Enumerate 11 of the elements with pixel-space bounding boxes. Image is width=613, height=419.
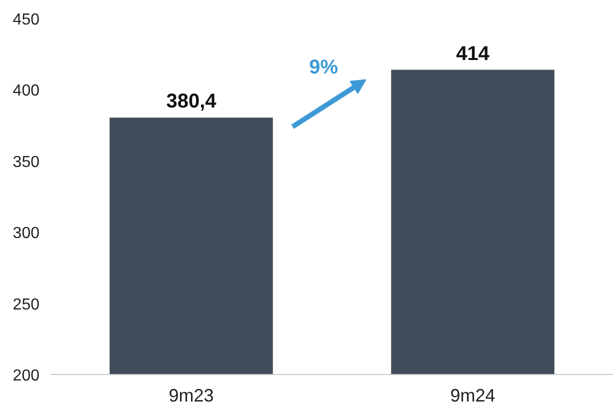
y-tick-label: 250 xyxy=(12,296,40,314)
y-tick-label: 300 xyxy=(12,225,40,242)
x-tick-label: 9m23 xyxy=(168,386,214,406)
y-tick-label: 350 xyxy=(12,154,40,171)
x-tick-label: 9m24 xyxy=(450,386,496,406)
y-tick-label: 400 xyxy=(12,82,40,100)
data-label: 414 xyxy=(456,42,490,65)
y-tick-label: 450 xyxy=(12,12,40,28)
y-tick-label: 200 xyxy=(12,368,40,384)
annotation: 9% xyxy=(309,56,338,78)
data-label: 380,4 xyxy=(166,90,218,113)
